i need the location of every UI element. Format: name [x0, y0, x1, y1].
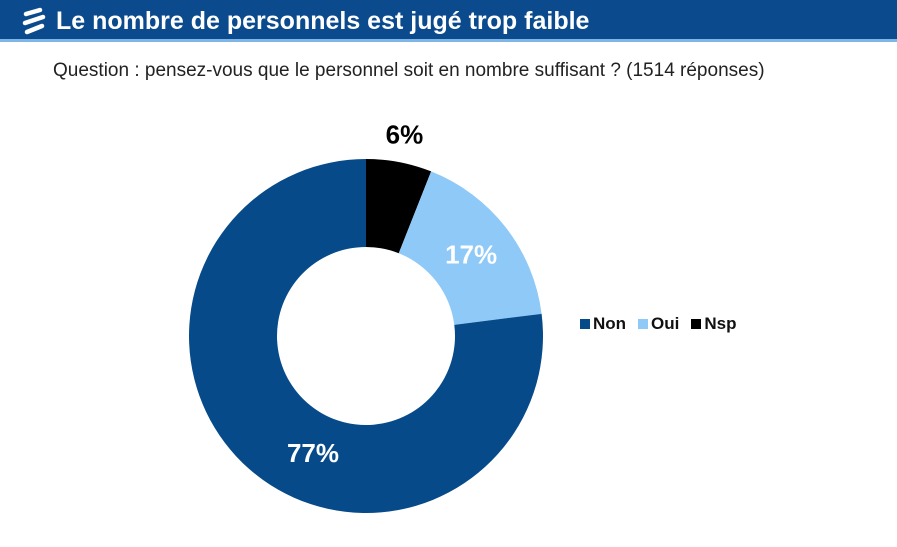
legend-label-oui: Oui	[651, 314, 680, 333]
donut-slice-oui	[398, 171, 542, 325]
page-title: Le nombre de personnels est jugé trop fa…	[56, 7, 590, 35]
data-label-nsp: 6%	[386, 120, 424, 150]
donut-labels: 6% 17% 77%	[287, 120, 497, 468]
legend-item-nsp: Nsp	[691, 314, 737, 334]
legend-swatch-non	[580, 319, 590, 329]
legend-swatch-nsp	[691, 319, 702, 329]
data-label-oui: 17%	[445, 239, 497, 269]
legend-swatch-oui	[638, 319, 649, 329]
donut-slice-non	[188, 159, 543, 513]
header-bar: Le nombre de personnels est jugé trop fa…	[0, 0, 897, 42]
stripes-logo-icon	[22, 7, 46, 35]
legend-label-non: Non	[593, 314, 627, 333]
legend-item-oui: Oui	[638, 314, 679, 334]
question-subtitle: Question : pensez-vous que le personnel …	[53, 60, 765, 81]
donut-slice-nsp	[366, 159, 432, 254]
data-label-non: 77%	[287, 438, 339, 468]
donut-slices	[188, 159, 543, 513]
legend-label-nsp: Nsp	[704, 314, 737, 333]
legend-item-non: Non	[580, 314, 626, 334]
chart-legend: Non Oui Nsp	[580, 314, 737, 334]
